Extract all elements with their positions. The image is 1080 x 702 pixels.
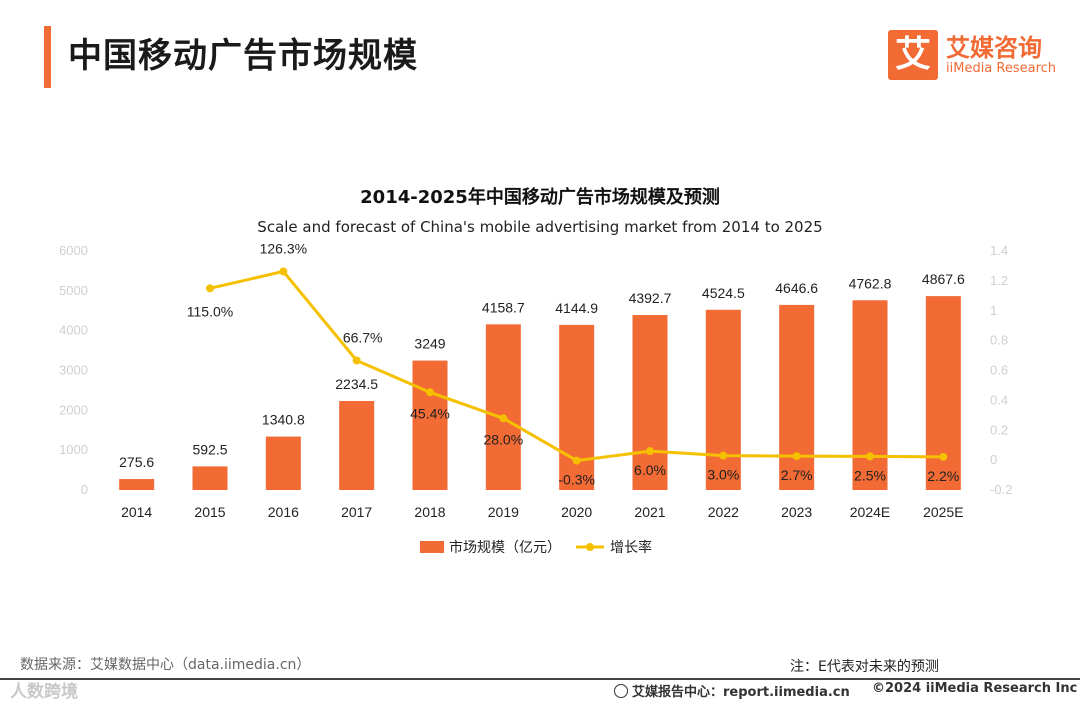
bar <box>265 436 301 490</box>
x-tick-label: 2025E <box>923 504 963 520</box>
growth-point <box>646 447 654 456</box>
growth-point <box>939 452 948 461</box>
bar-value-label: 1340.8 <box>262 412 305 428</box>
y-right-tick-label: -0.2 <box>990 482 1012 497</box>
growth-point <box>206 284 214 293</box>
bar-value-label: 4524.5 <box>702 285 745 301</box>
y-left-tick-label: 3000 <box>59 363 88 378</box>
logo-name-cn: 艾媒咨询 <box>946 34 1042 62</box>
y-left-tick-label: 0 <box>81 482 88 497</box>
growth-rate-label: 115.0% <box>187 303 233 319</box>
bar-value-label: 3249 <box>414 336 445 352</box>
title-accent-bar <box>44 26 51 88</box>
copyright: ©2024 iiMedia Research Inc <box>872 681 1078 696</box>
report-center: 艾媒报告中心：report.iimedia.cn <box>614 681 850 700</box>
bar <box>852 300 888 490</box>
bar-value-label: 4158.7 <box>482 299 525 315</box>
bar <box>485 324 521 490</box>
y-left-tick-label: 6000 <box>59 243 88 258</box>
y-right-tick-label: 0 <box>990 452 997 467</box>
growth-point <box>279 267 288 276</box>
report-center-text: 艾媒报告中心：report.iimedia.cn <box>632 685 850 700</box>
forecast-note: 注：E代表对未来的预测 <box>790 659 939 675</box>
growth-point <box>499 414 508 423</box>
legend-bar-swatch <box>420 541 444 553</box>
growth-rate-label: -0.3% <box>558 472 595 488</box>
y-right-tick-label: 1.4 <box>990 243 1008 258</box>
growth-rate-label: 6.0% <box>634 462 666 478</box>
y-right-tick-label: 0.4 <box>990 392 1008 407</box>
growth-rate-label: 28.0% <box>483 431 523 447</box>
growth-point <box>426 388 434 397</box>
legend-line-label: 增长率 <box>610 539 652 555</box>
y-left-tick-label: 5000 <box>59 283 88 298</box>
x-tick-label: 2021 <box>634 504 665 520</box>
page-title: 中国移动广告市场规模 <box>68 36 418 76</box>
growth-point <box>719 451 728 460</box>
x-tick-label: 2018 <box>414 504 445 520</box>
growth-point <box>792 452 801 461</box>
y-left-tick-label: 1000 <box>59 442 88 457</box>
x-tick-label: 2023 <box>781 504 812 520</box>
x-tick-label: 2024E <box>850 504 890 520</box>
bar <box>339 400 375 490</box>
footer-divider <box>0 678 1080 680</box>
growth-rate-label: 126.3% <box>260 240 307 256</box>
bar-value-label: 4144.9 <box>555 300 598 316</box>
growth-point <box>352 356 361 365</box>
x-tick-label: 2014 <box>121 504 152 520</box>
bar <box>779 304 815 490</box>
data-source: 数据来源：艾媒数据中心（data.iimedia.cn） <box>20 657 311 673</box>
bar <box>705 309 741 490</box>
bar <box>559 324 595 490</box>
growth-point <box>572 456 581 465</box>
growth-rate-label: 2.5% <box>854 467 886 483</box>
y-right-tick-label: 0.6 <box>990 363 1008 378</box>
x-tick-label: 2015 <box>194 504 225 520</box>
growth-rate-label: 2.2% <box>927 468 959 484</box>
market-size-chart: 0 1000 2000 3000 4000 5000 6000 -0.2 0 0.2 0.4 0.6 0… <box>59 240 1012 555</box>
legend-line-marker <box>586 543 594 551</box>
growth-rate-label: 3.0% <box>707 467 739 483</box>
bar-value-label: 4392.7 <box>629 290 672 306</box>
chart-title: 2014-2025年中国移动广告市场规模及预测 <box>360 187 720 208</box>
y-right-tick-label: 1.2 <box>990 273 1008 288</box>
y-left-tick-label: 4000 <box>59 323 88 338</box>
growth-rate-label: 66.7% <box>343 329 383 345</box>
globe-icon <box>614 684 628 698</box>
chart-subtitle: Scale and forecast of China's mobile adv… <box>257 218 823 236</box>
bar <box>192 466 228 490</box>
x-tick-label: 2017 <box>341 504 372 520</box>
bar-value-label: 4762.8 <box>849 275 892 291</box>
growth-rate-label: 45.4% <box>410 405 450 421</box>
legend-bar-label: 市场规模（亿元） <box>449 539 561 555</box>
bar-value-label: 4867.6 <box>922 271 965 287</box>
x-tick-label: 2022 <box>708 504 739 520</box>
x-tick-label: 2019 <box>488 504 519 520</box>
x-tick-label: 2020 <box>561 504 592 520</box>
y-right-tick-label: 0.8 <box>990 333 1008 348</box>
y-right-tick-label: 1 <box>990 303 997 318</box>
bar-value-label: 275.6 <box>119 454 154 470</box>
watermark-text: 人数跨境 <box>10 682 78 702</box>
bar-value-label: 2234.5 <box>335 376 378 392</box>
logo-name-en: iiMedia Research <box>946 61 1057 76</box>
growth-point <box>866 452 874 461</box>
bar <box>632 315 668 490</box>
logo-mark: 艾 <box>888 30 938 80</box>
bar-value-label: 4646.6 <box>775 280 818 296</box>
y-left-tick-label: 2000 <box>59 402 88 417</box>
bar-value-label: 592.5 <box>192 441 227 457</box>
x-tick-label: 2016 <box>268 504 299 520</box>
bar <box>925 296 961 490</box>
bar <box>412 360 448 490</box>
y-right-tick-label: 0.2 <box>990 422 1008 437</box>
iimedia-logo: 艾 艾媒咨询 iiMedia Research <box>888 30 1058 82</box>
growth-rate-label: 2.7% <box>781 467 813 483</box>
bar <box>119 479 155 490</box>
